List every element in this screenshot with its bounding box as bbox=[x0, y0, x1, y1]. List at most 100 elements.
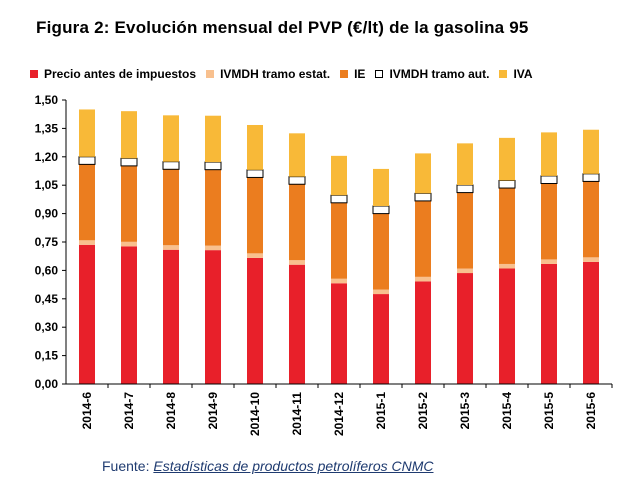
bar-segment bbox=[415, 153, 431, 194]
x-tick-label: 2015-1 bbox=[374, 392, 388, 430]
x-tick-label: 2014-8 bbox=[164, 392, 178, 430]
bar-segment bbox=[541, 183, 557, 260]
legend-item-iva: IVA bbox=[499, 67, 533, 81]
y-tick-label: 0,75 bbox=[35, 235, 59, 249]
bar-segment bbox=[331, 155, 347, 196]
bar-segment bbox=[457, 143, 473, 186]
legend-item-ivmdh-estat: IVMDH tramo estat. bbox=[206, 67, 330, 81]
bar-segment bbox=[79, 244, 95, 384]
y-tick-label: 1,05 bbox=[35, 178, 59, 192]
bar-segment bbox=[373, 294, 389, 384]
bar-segment bbox=[204, 161, 222, 171]
bar-segment bbox=[330, 194, 348, 204]
bar-segment bbox=[541, 263, 557, 384]
bar-segment bbox=[372, 205, 390, 215]
legend-label-ivmdh-estat: IVMDH tramo estat. bbox=[220, 67, 331, 81]
x-tick-label: 2014-10 bbox=[248, 392, 262, 436]
legend-label-ivmdh-aut: IVMDH tramo aut. bbox=[389, 67, 490, 81]
legend-swatch-ivmdh-aut bbox=[375, 70, 384, 78]
chart-title: Figura 2: Evolución mensual del PVP (€/l… bbox=[36, 18, 529, 37]
y-tick-label: 1,50 bbox=[35, 93, 59, 107]
legend-label-precio: Precio antes de impuestos bbox=[44, 67, 197, 81]
bar-segment bbox=[163, 249, 179, 384]
bar-segment bbox=[583, 257, 599, 262]
bar-segment bbox=[205, 250, 221, 384]
source-link[interactable]: Estadísticas de productos petrolíferos C… bbox=[153, 458, 434, 474]
bar-segment bbox=[499, 263, 515, 269]
bar-segment bbox=[583, 261, 599, 384]
x-tick-label: 2014-6 bbox=[80, 392, 94, 430]
bar-segment bbox=[247, 253, 263, 258]
bar-segment bbox=[289, 260, 305, 265]
legend-swatch-ie bbox=[340, 70, 349, 78]
bar-segment bbox=[331, 278, 347, 284]
bar-segment bbox=[247, 257, 263, 384]
x-tick-label: 2015-2 bbox=[416, 392, 430, 430]
x-tick-label: 2015-5 bbox=[542, 392, 556, 430]
x-tick-label: 2014-9 bbox=[206, 392, 220, 430]
bar-segment bbox=[331, 283, 347, 384]
y-tick-label: 0,00 bbox=[35, 377, 59, 391]
bar-segment bbox=[457, 192, 473, 269]
bar-segment bbox=[163, 169, 179, 246]
bar-segment bbox=[457, 273, 473, 384]
bar-segment bbox=[121, 246, 137, 384]
bar-segment bbox=[415, 200, 431, 277]
legend-swatch-ivmdh-estat bbox=[206, 70, 215, 78]
legend-item-ie: IE bbox=[340, 67, 365, 81]
legend-swatch-iva bbox=[499, 70, 508, 78]
bar-segment bbox=[583, 181, 599, 258]
bar-segment bbox=[456, 184, 474, 194]
bar-segment bbox=[289, 264, 305, 384]
x-tick-label: 2014-11 bbox=[290, 392, 304, 436]
bar-segment bbox=[121, 241, 137, 247]
x-tick-label: 2015-3 bbox=[458, 392, 472, 430]
bar-segment bbox=[247, 124, 263, 170]
source-prefix: Fuente: bbox=[102, 458, 154, 474]
bar-segment bbox=[415, 276, 431, 282]
bar-segment bbox=[541, 132, 557, 176]
bar-segment bbox=[373, 289, 389, 295]
bar-segment bbox=[583, 129, 599, 174]
bar-segment bbox=[163, 115, 179, 162]
bar-segment bbox=[540, 175, 558, 184]
legend-label-iva: IVA bbox=[513, 67, 533, 81]
y-tick-label: 0,30 bbox=[35, 320, 59, 334]
bar-segment bbox=[541, 259, 557, 264]
bar-segment bbox=[163, 245, 179, 250]
bar-segment bbox=[289, 133, 305, 177]
y-tick-label: 1,20 bbox=[35, 150, 59, 164]
legend-item-ivmdh-aut: IVMDH tramo aut. bbox=[375, 67, 489, 81]
bar-segment bbox=[120, 157, 138, 167]
bar-segment bbox=[414, 192, 432, 202]
bar-segment bbox=[288, 176, 306, 185]
bar-segment bbox=[79, 109, 95, 157]
legend: Precio antes de impuestos IVMDH tramo es… bbox=[30, 66, 543, 82]
legend-label-ie: IE bbox=[354, 67, 366, 81]
bar-segment bbox=[331, 202, 347, 279]
x-tick-label: 2014-12 bbox=[332, 392, 346, 436]
bar-segment bbox=[79, 164, 95, 241]
bar-segment bbox=[498, 179, 516, 189]
bar-segment bbox=[373, 168, 389, 207]
bar-segment bbox=[246, 169, 264, 178]
legend-swatch-precio bbox=[30, 70, 38, 78]
bar-segment bbox=[247, 177, 263, 254]
y-tick-label: 0,60 bbox=[35, 263, 59, 277]
bar-segment bbox=[121, 111, 137, 159]
bar-segment bbox=[582, 173, 600, 182]
y-tick-label: 0,90 bbox=[35, 207, 59, 221]
bar-segment bbox=[79, 240, 95, 245]
bar-segment bbox=[289, 184, 305, 261]
bar-segment bbox=[121, 165, 137, 242]
bar-segment bbox=[373, 213, 389, 290]
y-tick-label: 1,35 bbox=[35, 121, 59, 135]
x-tick-label: 2014-7 bbox=[122, 392, 136, 430]
bar-segment bbox=[205, 169, 221, 246]
bar-segment bbox=[78, 156, 96, 165]
bar-segment bbox=[499, 137, 515, 181]
bar-segment bbox=[457, 268, 473, 274]
bar-segment bbox=[205, 245, 221, 251]
source-note: Fuente: Estadísticas de productos petrol… bbox=[102, 458, 434, 474]
